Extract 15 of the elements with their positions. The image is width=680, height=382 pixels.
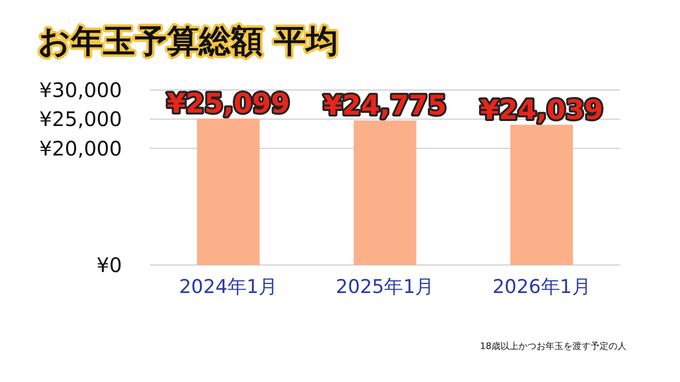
bar	[354, 120, 416, 265]
x-tick-label: 2024年1月	[179, 276, 278, 298]
chart-title: お年玉予算総額 平均	[38, 22, 338, 60]
bar	[510, 124, 573, 265]
bar	[197, 118, 260, 265]
text: 18歳以上かつお年玉を渡す予定の人	[480, 341, 626, 352]
y-tick-label: ¥30,000	[39, 78, 122, 102]
y-tick-label: ¥0	[96, 253, 122, 277]
data-label: ¥25,099	[166, 88, 290, 120]
y-tick-label: ¥20,000	[39, 136, 122, 160]
x-tick-label: 2025年1月	[336, 276, 434, 298]
x-tick-label: 2026年1月	[492, 276, 591, 298]
y-tick-label: ¥25,000	[39, 107, 122, 132]
data-label: ¥24,039	[480, 94, 604, 126]
data-label: ¥24,775	[324, 90, 446, 122]
